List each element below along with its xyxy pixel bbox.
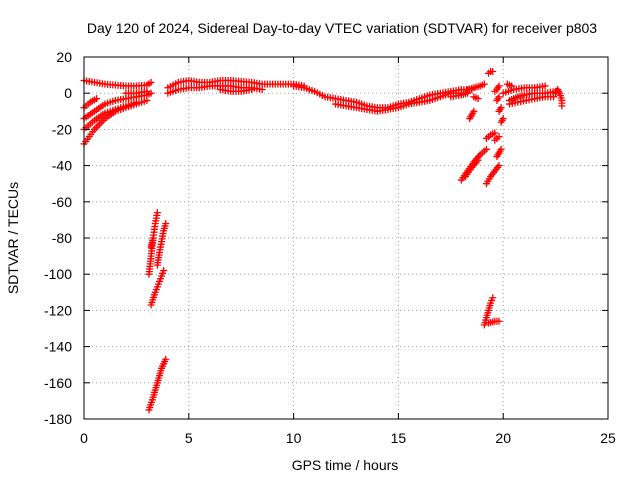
y-tick-label: -140 <box>44 339 72 355</box>
data-segment <box>503 80 516 90</box>
data-segment <box>495 104 505 115</box>
data-segment <box>80 77 155 90</box>
data-point <box>480 80 488 88</box>
data-point <box>147 78 155 86</box>
data-segment <box>153 220 170 269</box>
data-segment <box>497 115 507 126</box>
data-segment <box>493 93 503 104</box>
y-axis-label: SDTVAR / TECUs <box>5 182 21 294</box>
data-segment <box>80 96 151 148</box>
x-tick-label: 20 <box>495 430 511 446</box>
y-tick-label: -160 <box>44 375 72 391</box>
data-point <box>153 209 161 217</box>
data-point <box>499 115 507 123</box>
data-segment <box>470 93 482 103</box>
data-point <box>474 156 482 164</box>
x-tick-label: 10 <box>286 430 302 446</box>
tick-labels: 0 5 10 15 20 25 20 0 -20 -40 -60 -80 -100 -120 -140 -16… <box>44 49 616 446</box>
y-tick-label: -20 <box>52 121 72 137</box>
y-tick-label: -40 <box>52 158 72 174</box>
y-tick-label: -120 <box>44 302 72 318</box>
data-point <box>495 162 503 170</box>
data-point <box>143 87 151 95</box>
data-segment <box>216 86 256 95</box>
data-point <box>508 82 516 90</box>
x-axis-label: GPS time / hours <box>292 457 399 473</box>
data-segment <box>482 129 499 142</box>
data-point <box>149 234 157 242</box>
data-point <box>258 86 266 94</box>
data-segment <box>552 86 566 110</box>
data-segment <box>493 145 505 161</box>
data-point <box>489 294 497 302</box>
data-segment <box>491 133 503 144</box>
data-segment <box>447 89 472 101</box>
data-segment <box>332 89 465 115</box>
data-point <box>482 145 490 153</box>
data-segment <box>122 87 151 97</box>
y-tick-label: 0 <box>64 85 72 101</box>
data-point <box>541 82 549 90</box>
data-point <box>143 96 151 104</box>
data-segment <box>145 355 170 414</box>
data-point <box>162 220 170 228</box>
data-segment <box>505 93 558 108</box>
data-point <box>474 95 482 103</box>
data-segment <box>485 67 497 77</box>
data-segment <box>464 80 488 94</box>
data-point <box>93 95 101 103</box>
data-point <box>497 104 505 112</box>
x-tick-label: 0 <box>80 430 88 446</box>
data-point <box>495 317 503 325</box>
data-segment <box>491 82 503 95</box>
data-segment <box>461 156 482 180</box>
chart-title: Day 120 of 2024, Sidereal Day-to-day VTE… <box>87 20 597 36</box>
data-segment <box>505 87 560 104</box>
data-point <box>489 67 497 75</box>
data-point <box>558 102 566 110</box>
x-tick-label: 5 <box>185 430 193 446</box>
axes <box>83 56 609 420</box>
data-segment <box>485 317 503 327</box>
data-point <box>160 267 168 275</box>
data-point <box>495 93 503 101</box>
data-point <box>162 355 170 363</box>
data-segment <box>147 234 157 251</box>
y-tick-label: -180 <box>44 411 72 427</box>
data-point <box>497 145 505 153</box>
data-segment <box>147 267 168 309</box>
y-tick-label: 20 <box>56 49 72 65</box>
data-point <box>470 107 478 115</box>
data-segment <box>482 162 503 188</box>
data-point <box>248 86 256 94</box>
data-point <box>550 93 558 101</box>
data-point <box>495 133 503 141</box>
data-point <box>495 82 503 90</box>
y-tick-label: -80 <box>52 230 72 246</box>
data-segment <box>466 107 478 123</box>
y-tick-label: -60 <box>52 194 72 210</box>
x-tick-label: 25 <box>600 430 616 446</box>
data-point <box>147 89 155 97</box>
data-point <box>491 129 499 137</box>
data-points <box>80 67 566 414</box>
y-tick-label: -100 <box>44 266 72 282</box>
data-segment <box>499 82 549 97</box>
x-tick-label: 15 <box>391 430 407 446</box>
